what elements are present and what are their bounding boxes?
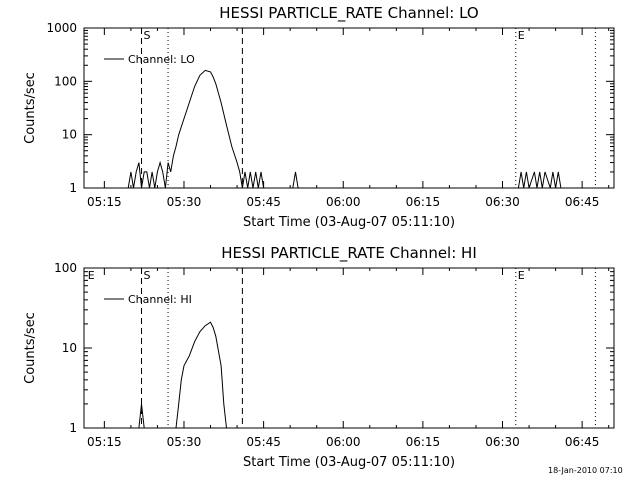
panel2-x-tick-label: 06:45: [565, 435, 600, 449]
panel2-y-axis-label: Counts/sec: [23, 312, 38, 384]
panel2-legend-label: Channel: HI: [128, 293, 192, 306]
panel2-x-axis-label: Start Time (03-Aug-07 05:11:10): [243, 455, 455, 470]
panel2-y-tick-label: 100: [54, 261, 77, 275]
panel2-x-tick-label: 06:30: [485, 435, 520, 449]
panel2-x-tick-label: 06:00: [326, 435, 361, 449]
panel1-y-tick-label: 1000: [46, 21, 77, 35]
panel1-x-tick-label: 06:00: [326, 195, 361, 209]
panel2-time-marker-label: E: [88, 269, 95, 282]
panel2-x-tick-label: 05:45: [246, 435, 281, 449]
panel2-x-tick-label: 06:15: [406, 435, 441, 449]
panel2-y-tick-label: 10: [62, 341, 77, 355]
panel1-y-tick-label: 1: [69, 181, 77, 195]
panel1-y-axis-label: Counts/sec: [23, 72, 38, 144]
panel1-chart-title: HESSI PARTICLE_RATE Channel: LO: [219, 4, 478, 23]
footer-date: 18-Jan-2010 07:10: [548, 466, 623, 475]
panel1-x-tick-label: 05:45: [246, 195, 281, 209]
panel2-time-marker-label: E: [518, 269, 525, 282]
panel1-time-marker-label: E: [518, 29, 525, 42]
panel2-x-tick-label: 05:30: [167, 435, 202, 449]
panel1-x-tick-label: 06:15: [406, 195, 441, 209]
panel2-time-marker-label: S: [144, 269, 151, 282]
panel1-legend-label: Channel: LO: [128, 53, 195, 66]
panel1-time-marker-label: S: [144, 29, 151, 42]
panel2-y-tick-label: 1: [69, 421, 77, 435]
panel1-x-axis-label: Start Time (03-Aug-07 05:11:10): [243, 215, 455, 230]
panel1-y-tick-label: 10: [62, 128, 77, 142]
panel1-x-tick-label: 05:30: [167, 195, 202, 209]
panel1-y-tick-label: 100: [54, 74, 77, 88]
panel1-series-line-1: [127, 69, 562, 189]
panel2-x-tick-label: 05:15: [87, 435, 122, 449]
panel1-plot-frame: [83, 27, 615, 189]
panel2-series-line-1: [138, 321, 227, 429]
panel1-x-tick-label: 06:45: [565, 195, 600, 209]
panel1-x-tick-label: 05:15: [87, 195, 122, 209]
panel1-x-tick-label: 06:30: [485, 195, 520, 209]
panel2-plot-frame: [83, 267, 615, 429]
panel2-chart-title: HESSI PARTICLE_RATE Channel: HI: [221, 244, 477, 263]
